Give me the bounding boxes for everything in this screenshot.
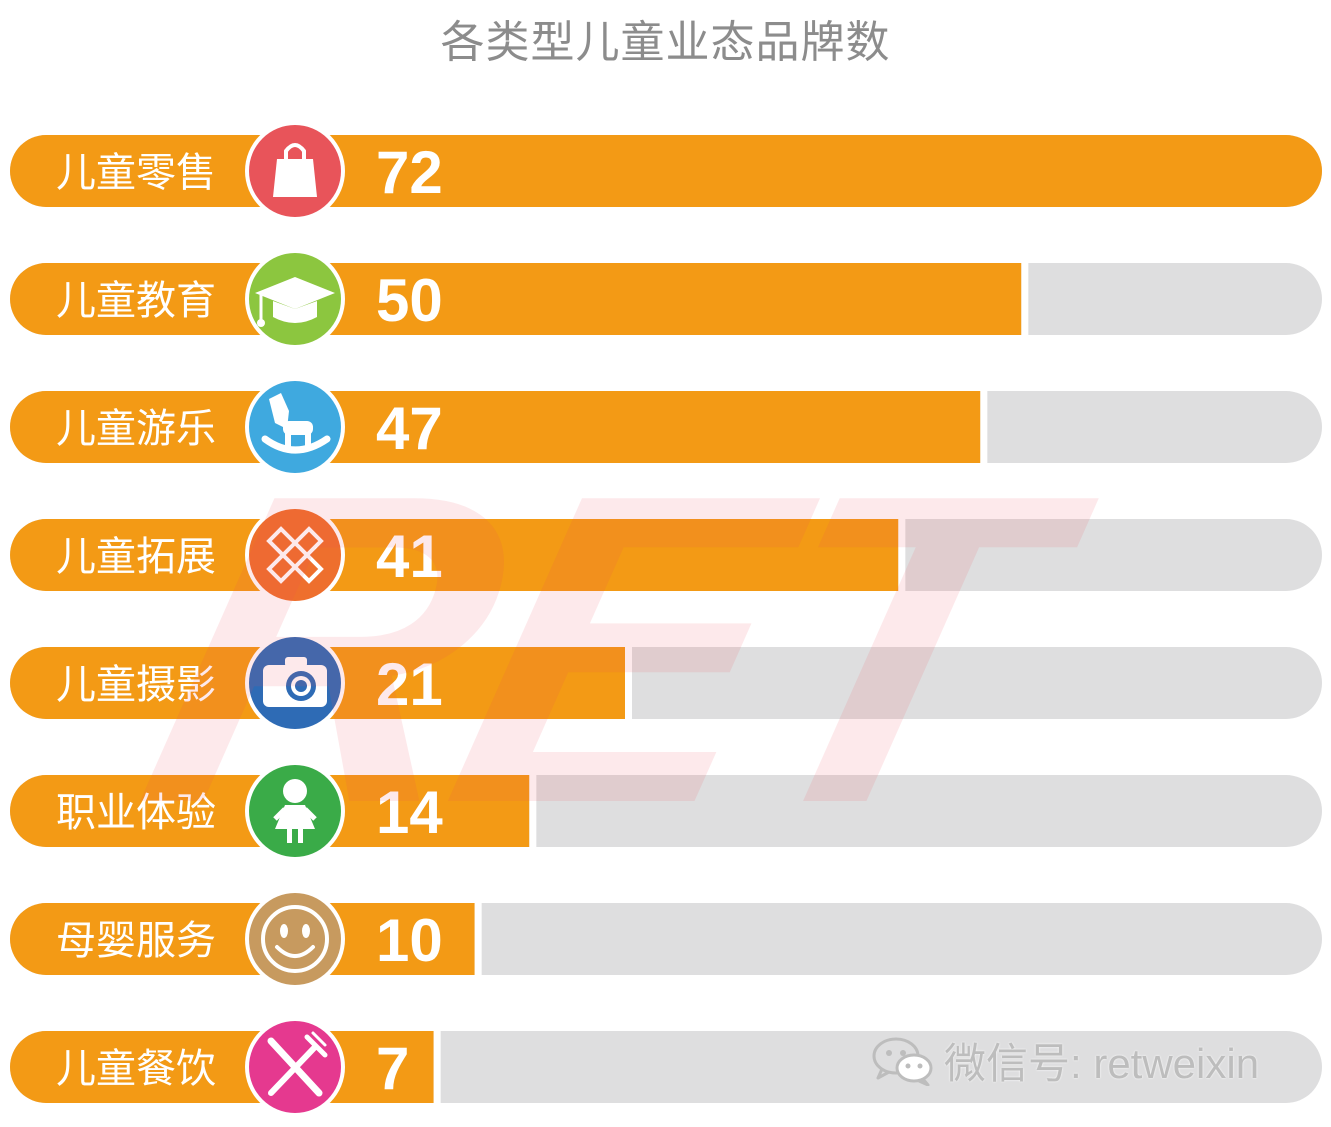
chart-title: 各类型儿童业态品牌数 [440, 17, 891, 68]
bar-end-gap [529, 775, 537, 847]
category-label: 儿童零售 [56, 150, 216, 196]
category-label: 儿童摄影 [56, 662, 216, 708]
value-label: 47 [376, 395, 443, 462]
bar-row: 儿童游乐 47 [10, 377, 1322, 477]
smiley-icon [245, 889, 345, 989]
bar-row: 儿童摄影 21 [10, 633, 1322, 733]
category-label: 儿童游乐 [56, 406, 216, 452]
category-label: 母婴服务 [56, 918, 216, 964]
bar-end-gap [474, 903, 482, 975]
child-icon [245, 761, 345, 861]
category-label: 儿童餐饮 [56, 1046, 216, 1092]
value-label: 7 [376, 1035, 409, 1102]
bar-end-gap [625, 647, 632, 719]
bar-row: 儿童拓展 41 [10, 505, 1322, 605]
value-label: 72 [376, 139, 443, 206]
value-label: 41 [376, 523, 443, 590]
bar [10, 519, 899, 591]
bar-row: 儿童零售 72 [10, 121, 1322, 221]
bar-row: 母婴服务 10 [10, 889, 1322, 989]
puzzle-cross-icon [245, 505, 345, 605]
category-label: 儿童拓展 [56, 534, 216, 580]
wechat-id-label: 微信号: retweixin [944, 1040, 1260, 1087]
wechat-credit: 微信号: retweixin [872, 1030, 1259, 1091]
bar-row: 儿童教育 50 [10, 249, 1322, 349]
wechat-icon [872, 1037, 933, 1086]
bar-row: 儿童餐饮 7 [10, 1017, 1322, 1117]
camera-icon [245, 633, 345, 733]
bar-end-gap [898, 519, 906, 591]
value-label: 50 [376, 267, 443, 334]
category-label: 儿童教育 [56, 278, 216, 324]
bar-end-gap [433, 1031, 441, 1103]
value-label: 21 [376, 651, 443, 718]
rocking-horse-icon [245, 377, 345, 477]
shopping-bag-icon [245, 121, 345, 221]
bar-row: 职业体验 14 [10, 761, 1322, 861]
graduation-cap-icon [245, 249, 345, 349]
bar-end-gap [1021, 263, 1029, 335]
value-label: 10 [376, 907, 443, 974]
value-label: 14 [376, 779, 443, 846]
bar [10, 903, 475, 975]
category-label: 职业体验 [56, 790, 216, 836]
bar-end-gap [980, 391, 988, 463]
fork-knife-icon [245, 1017, 345, 1117]
